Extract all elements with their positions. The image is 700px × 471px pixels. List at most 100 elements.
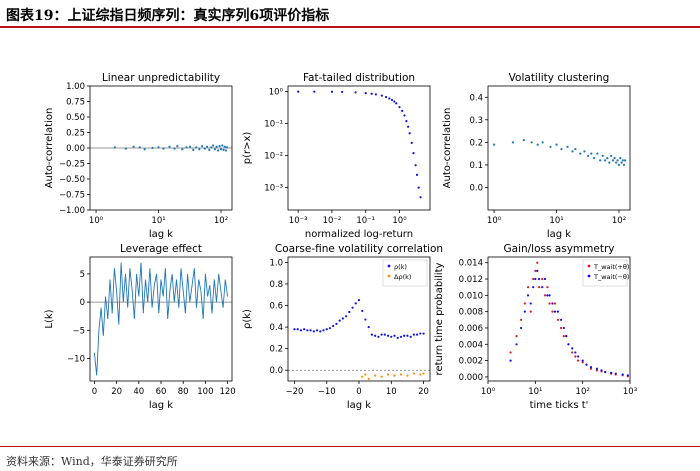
- data-point: [549, 145, 552, 148]
- data-point: [364, 91, 367, 95]
- chart-title: Fat-tailed distribution: [303, 72, 415, 84]
- data-point: [579, 152, 582, 155]
- y-tick-label: 10⁰: [269, 88, 284, 98]
- data-point: [530, 141, 533, 144]
- y-tick-label: −0.25: [59, 160, 85, 170]
- x-tick-label: 10⁰: [481, 387, 496, 397]
- data-point: [162, 147, 165, 150]
- data-point: [415, 173, 419, 176]
- data-point: [393, 374, 396, 377]
- axes-frame: [287, 85, 431, 211]
- legend-box: [382, 259, 428, 287]
- data-point: [532, 286, 535, 289]
- data-point: [519, 318, 523, 321]
- data-point: [361, 309, 364, 313]
- data-point: [412, 333, 415, 336]
- data-point: [406, 334, 409, 337]
- data-point: [403, 114, 406, 117]
- data-point: [415, 333, 419, 336]
- data-point: [384, 95, 388, 99]
- data-point: [367, 325, 370, 329]
- data-point: [344, 315, 348, 318]
- data-point: [536, 261, 539, 264]
- data-point: [364, 373, 367, 376]
- data-point: [332, 324, 335, 328]
- legend-label: T_wait(−θ): [593, 273, 629, 281]
- data-point: [377, 335, 380, 338]
- data-point: [574, 355, 577, 358]
- y-tick-label: 1.0: [269, 258, 283, 268]
- data-point: [519, 326, 523, 330]
- data-point: [626, 374, 629, 377]
- data-point: [560, 148, 563, 151]
- data-point: [396, 336, 399, 339]
- x-tick-label: 10⁻³: [289, 216, 308, 226]
- data-point: [399, 335, 403, 338]
- data-point: [386, 334, 390, 337]
- data-point: [523, 310, 526, 313]
- data-point: [515, 343, 518, 346]
- data-point: [206, 145, 209, 148]
- chart-title: Coarse-fine volatility correlation: [275, 243, 443, 255]
- legend-marker: [587, 274, 591, 278]
- data-point: [374, 93, 377, 96]
- data-point: [138, 146, 141, 149]
- y-axis-label: p(r>x): [242, 132, 253, 165]
- axes-frame: [287, 256, 431, 382]
- data-point: [532, 277, 535, 281]
- axes-frame: [89, 85, 233, 211]
- data-point: [398, 105, 401, 109]
- y-tick-label: 0.75: [66, 98, 85, 108]
- data-point: [221, 144, 224, 147]
- y-tick-label: 0.4: [269, 323, 283, 333]
- data-point: [526, 294, 530, 297]
- data-point: [181, 148, 184, 151]
- y-tick-label: −1.00: [59, 206, 85, 216]
- x-tick-label: −20: [285, 387, 303, 397]
- data-point: [374, 374, 377, 377]
- data-point: [559, 326, 563, 330]
- data-point: [589, 367, 593, 370]
- chart-title: Leverage effect: [120, 243, 202, 255]
- data-point: [299, 329, 303, 332]
- data-point: [595, 369, 599, 372]
- figure-title: 图表19：上证综指日频序列：真实序列6项评价指标: [6, 8, 330, 24]
- data-point: [522, 139, 525, 142]
- x-axis-label: time ticks t': [530, 400, 589, 411]
- data-point: [393, 334, 396, 337]
- data-point: [623, 159, 627, 162]
- x-tick-label: 60: [156, 387, 167, 397]
- y-tick-label: 0.2: [469, 138, 483, 148]
- data-point: [417, 186, 420, 189]
- data-point: [559, 318, 563, 321]
- data-point: [511, 141, 514, 144]
- data-point: [370, 333, 374, 336]
- data-point: [622, 163, 626, 167]
- data-point: [306, 329, 309, 332]
- data-point: [408, 132, 411, 135]
- x-tick-label: 10²: [214, 216, 228, 226]
- y-tick-label: 0: [80, 298, 85, 308]
- data-point: [608, 161, 611, 164]
- y-tick-label: 0.0: [469, 183, 483, 193]
- y-tick-label: 0.8: [269, 280, 283, 290]
- data-point: [536, 143, 539, 146]
- y-tick-label: 0.1: [469, 161, 483, 171]
- data-point: [583, 150, 586, 153]
- data-point: [509, 351, 512, 354]
- data-point: [213, 148, 217, 151]
- data-point: [341, 317, 344, 320]
- data-point: [185, 146, 188, 149]
- data-point: [615, 161, 618, 164]
- legend-marker: [587, 264, 591, 268]
- y-tick-label: 0.012: [459, 275, 483, 285]
- data-point: [395, 102, 398, 105]
- data-point: [407, 125, 410, 128]
- data-point: [621, 159, 624, 162]
- data-point: [380, 333, 383, 336]
- data-point: [390, 98, 394, 102]
- y-tick-label: 0.000: [459, 373, 483, 383]
- series-line: [93, 262, 229, 376]
- data-point: [222, 148, 225, 151]
